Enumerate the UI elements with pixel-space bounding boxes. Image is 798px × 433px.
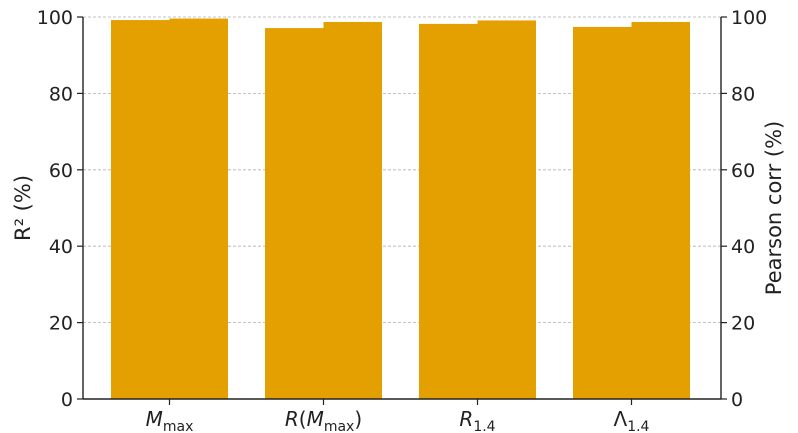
right-tick-label: 80 (731, 83, 755, 105)
bar-right-1 (323, 21, 382, 399)
right-tick-label: 40 (731, 236, 755, 258)
left-tick-label: 100 (37, 7, 73, 29)
label-layer: 0 0 20 20 40 40 60 60 80 80 100 100 Mmax R(Mmax) R1.4 Λ… (11, 7, 786, 433)
x-tick-label-0: Mmax (146, 407, 194, 433)
right-tick-label: 60 (731, 160, 755, 182)
left-tick-label: 80 (49, 83, 73, 105)
bar-left-0 (111, 20, 170, 399)
left-tick-label: 60 (49, 160, 73, 182)
left-tick-label: 40 (49, 236, 73, 258)
left-tick-label: 0 (61, 389, 73, 411)
right-tick-label: 0 (731, 389, 743, 411)
axis-layer (77, 16, 727, 405)
y-axis-left-title: R² (%) (11, 175, 35, 241)
bar-left-3 (573, 26, 632, 399)
bar-left-1 (265, 28, 324, 399)
x-tick-label-3: Λ1.4 (614, 407, 650, 433)
left-tick-label: 20 (49, 313, 73, 335)
bar-right-2 (477, 20, 536, 400)
bar-left-2 (419, 23, 478, 399)
right-tick-label: 100 (731, 7, 767, 29)
y-axis-right-title: Pearson corr (%) (762, 121, 786, 295)
x-tick-label-2: R1.4 (459, 407, 495, 433)
x-tick-label-1: R(Mmax) (285, 407, 362, 433)
bar-right-0 (169, 18, 228, 399)
bar-layer (111, 18, 690, 400)
right-tick-label: 20 (731, 313, 755, 335)
bar-right-3 (631, 21, 690, 399)
